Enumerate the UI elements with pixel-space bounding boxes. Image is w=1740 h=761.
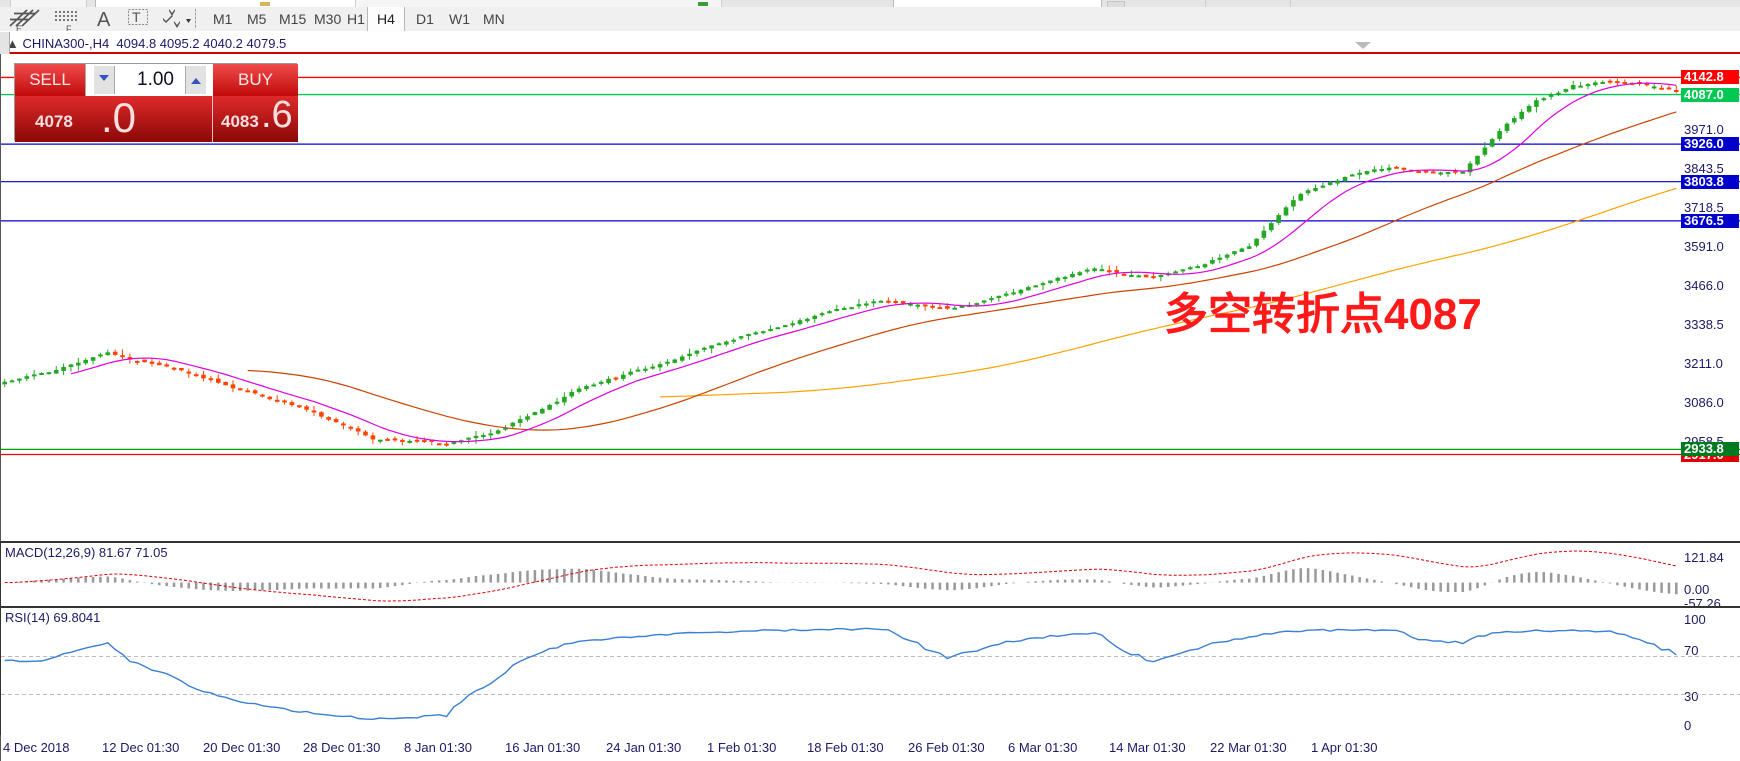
svg-text:T: T	[132, 9, 141, 25]
